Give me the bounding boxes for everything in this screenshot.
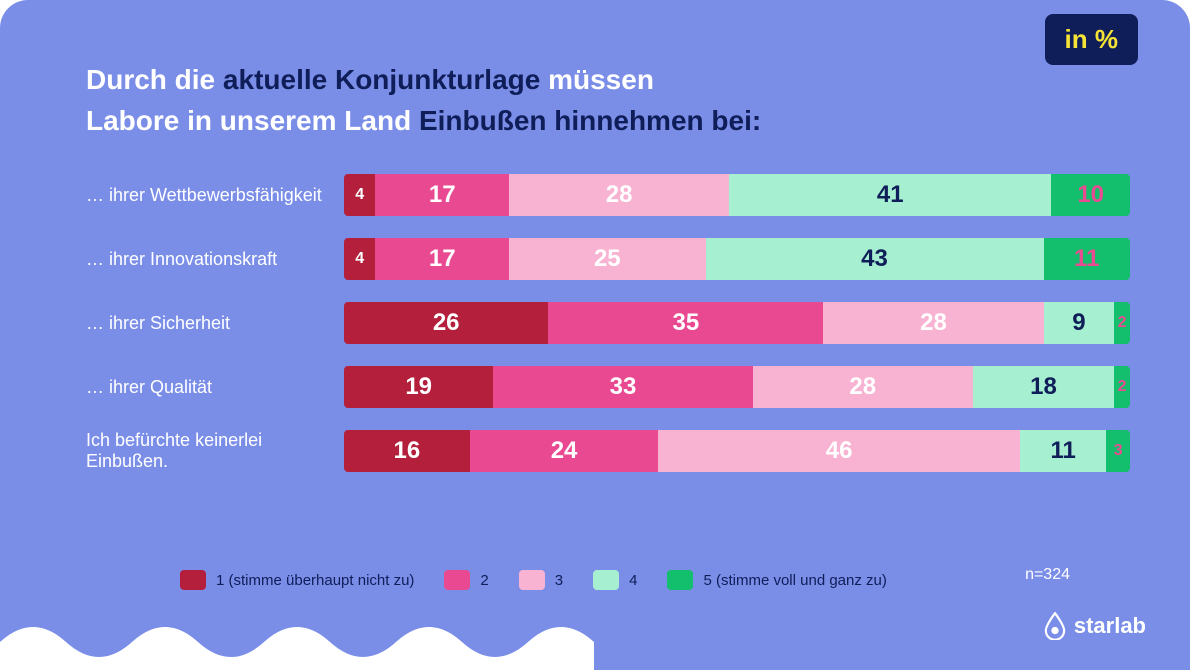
bar-segment: 3 <box>1106 430 1130 472</box>
bar-segment: 43 <box>706 238 1044 280</box>
bar-segment: 46 <box>658 430 1020 472</box>
stacked-bar: 417284110 <box>344 174 1130 216</box>
bar-rows: … ihrer Wettbewerbsfähigkeit417284110… i… <box>86 174 1130 472</box>
bar-row: … ihrer Wettbewerbsfähigkeit417284110 <box>86 174 1130 216</box>
legend-item: 4 <box>593 570 637 590</box>
bar-segment: 24 <box>470 430 659 472</box>
legend-swatch <box>667 570 693 590</box>
infographic-canvas: in % Durch die aktuelle Konjunkturlage m… <box>0 0 1190 670</box>
bar-segment: 26 <box>344 302 548 344</box>
bar-segment: 2 <box>1114 302 1130 344</box>
bar-row: … ihrer Innovationskraft417254311 <box>86 238 1130 280</box>
row-label: … ihrer Innovationskraft <box>86 249 344 270</box>
bar-segment: 28 <box>823 302 1043 344</box>
title-text: Durch die <box>86 64 223 95</box>
bar-segment: 16 <box>344 430 470 472</box>
legend-item: 1 (stimme überhaupt nicht zu) <box>180 570 414 590</box>
row-label: … ihrer Wettbewerbsfähigkeit <box>86 185 344 206</box>
legend-item: 5 (stimme voll und ganz zu) <box>667 570 886 590</box>
chart-title: Durch die aktuelle Konjunkturlage müssen… <box>86 60 886 141</box>
legend-label: 1 (stimme überhaupt nicht zu) <box>216 572 414 589</box>
wave-decoration <box>0 612 1190 670</box>
bar-segment: 25 <box>509 238 706 280</box>
row-label: Ich befürchte keinerlei Einbußen. <box>86 430 344 472</box>
row-label: … ihrer Sicherheit <box>86 313 344 334</box>
legend-label: 4 <box>629 572 637 589</box>
bar-segment: 10 <box>1051 174 1130 216</box>
legend-item: 2 <box>444 570 488 590</box>
bar-segment: 33 <box>493 366 752 408</box>
bar-segment: 35 <box>548 302 823 344</box>
bar-segment: 4 <box>344 174 375 216</box>
bar-segment: 19 <box>344 366 493 408</box>
title-emphasis: aktuelle Konjunkturlage <box>223 64 540 95</box>
legend-swatch <box>519 570 545 590</box>
bar-segment: 17 <box>375 174 509 216</box>
bar-segment: 9 <box>1044 302 1115 344</box>
legend-swatch <box>180 570 206 590</box>
bar-segment: 11 <box>1044 238 1130 280</box>
title-emphasis: Einbußen hinnehmen bei: <box>419 105 761 136</box>
title-text: Labore in unserem Land <box>86 105 419 136</box>
legend-swatch <box>593 570 619 590</box>
bar-row: … ihrer Qualität193328182 <box>86 366 1130 408</box>
unit-badge: in % <box>1045 14 1138 65</box>
legend-label: 3 <box>555 572 563 589</box>
row-label: … ihrer Qualität <box>86 377 344 398</box>
bar-segment: 41 <box>729 174 1051 216</box>
legend-swatch <box>444 570 470 590</box>
bar-segment: 28 <box>509 174 729 216</box>
bar-segment: 18 <box>973 366 1114 408</box>
bar-segment: 17 <box>375 238 509 280</box>
legend-item: 3 <box>519 570 563 590</box>
bar-row: … ihrer Sicherheit26352892 <box>86 302 1130 344</box>
stacked-bar: 417254311 <box>344 238 1130 280</box>
stacked-bar: 193328182 <box>344 366 1130 408</box>
bar-segment: 4 <box>344 238 375 280</box>
bar-segment: 28 <box>753 366 973 408</box>
stacked-bar: 26352892 <box>344 302 1130 344</box>
legend-label: 5 (stimme voll und ganz zu) <box>703 572 886 589</box>
bar-segment: 2 <box>1114 366 1130 408</box>
sample-size-label: n=324 <box>1025 566 1070 584</box>
bar-row: Ich befürchte keinerlei Einbußen.1624461… <box>86 430 1130 472</box>
legend: 1 (stimme überhaupt nicht zu) 2 3 4 5 (stimm… <box>180 570 1130 590</box>
legend-label: 2 <box>480 572 488 589</box>
stacked-bar: 162446113 <box>344 430 1130 472</box>
title-text: müssen <box>540 64 654 95</box>
bar-segment: 11 <box>1020 430 1106 472</box>
